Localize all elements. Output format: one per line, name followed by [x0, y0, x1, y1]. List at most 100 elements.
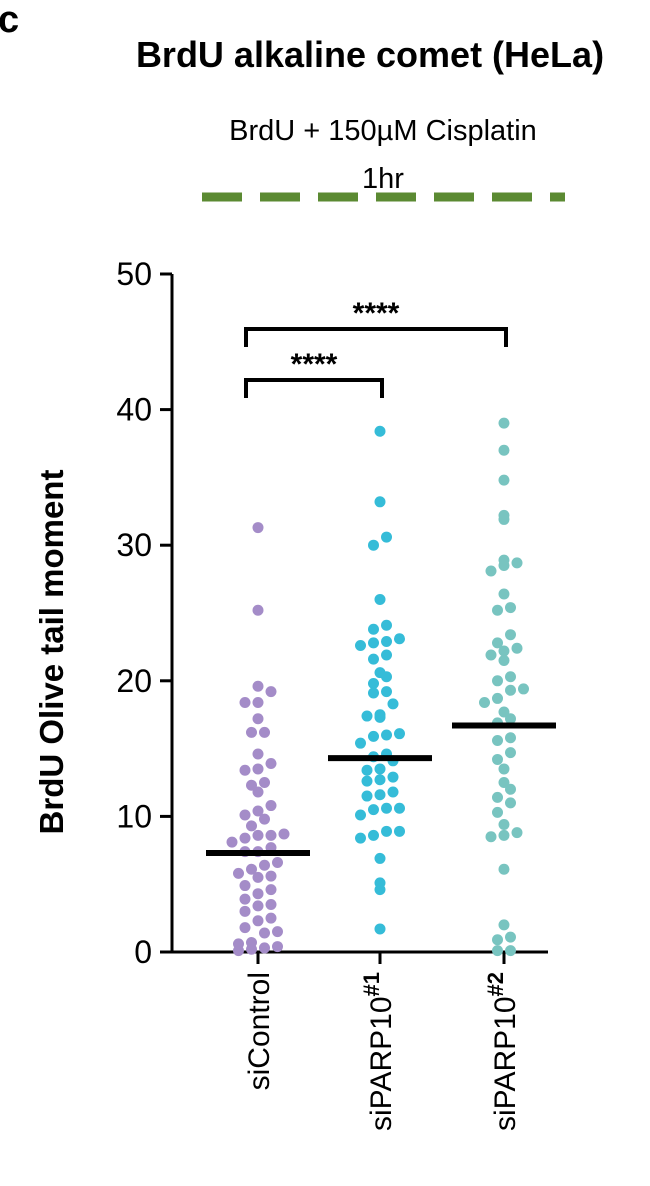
significance-bracket — [244, 378, 384, 398]
data-point — [259, 942, 270, 954]
data-point — [485, 649, 497, 661]
x-axis-labels: siControl siPARP10#1 siPARP10#2 — [243, 972, 522, 1131]
data-point — [368, 653, 379, 665]
data-point — [239, 809, 251, 821]
data-point — [368, 539, 379, 551]
data-point — [505, 671, 516, 683]
data-point — [239, 832, 251, 844]
data-point — [505, 945, 516, 957]
data-point — [361, 710, 373, 722]
data-point — [259, 859, 270, 871]
data-point — [259, 813, 270, 825]
data-point — [492, 945, 503, 957]
data-point — [498, 654, 510, 666]
data-point — [278, 828, 290, 840]
data-point — [505, 602, 516, 614]
data-point — [492, 734, 503, 746]
significance-label: **** — [353, 297, 400, 330]
data-point — [492, 675, 503, 687]
data-point — [246, 937, 257, 949]
data-point — [381, 649, 392, 661]
data-point — [265, 884, 277, 896]
data-point — [394, 802, 405, 814]
data-point — [252, 786, 264, 798]
data-point — [239, 880, 251, 892]
data-point — [492, 791, 503, 803]
data-point — [381, 619, 392, 631]
data-point — [239, 696, 251, 708]
data-point — [368, 623, 379, 635]
data-point — [381, 729, 392, 741]
data-point — [498, 706, 510, 718]
data-point — [374, 923, 386, 935]
significance-bracket — [244, 327, 508, 347]
data-point — [374, 496, 386, 508]
data-point — [374, 789, 386, 801]
data-point — [265, 686, 277, 698]
data-point — [498, 777, 510, 788]
data-point — [505, 713, 516, 725]
data-point — [505, 747, 516, 759]
data-point — [272, 857, 283, 869]
data-point — [265, 829, 277, 841]
data-point — [252, 763, 264, 775]
data-point — [361, 764, 373, 776]
data-point — [479, 696, 490, 708]
data-point — [498, 588, 510, 600]
data-point — [505, 783, 516, 795]
data-point — [374, 877, 386, 889]
significance-label: **** — [291, 348, 338, 381]
data-point — [265, 870, 277, 882]
data-point — [252, 888, 264, 900]
data-point — [498, 829, 510, 841]
y-axis-label: BrdU Olive tail moment — [33, 470, 70, 835]
data-point — [492, 692, 503, 704]
data-point — [505, 797, 516, 809]
data-point — [252, 805, 264, 817]
data-point — [252, 522, 264, 534]
data-point — [498, 645, 510, 657]
data-point — [498, 417, 510, 429]
data-point — [368, 730, 379, 742]
data-point — [272, 941, 283, 953]
data-point — [239, 764, 251, 776]
data-point — [252, 604, 264, 616]
x-category-label: siPARP10#2 — [483, 972, 522, 1131]
data-point — [374, 852, 386, 864]
data-point — [368, 829, 379, 841]
data-point — [246, 726, 257, 738]
data-point — [252, 713, 264, 725]
data-point — [374, 774, 386, 786]
data-point — [381, 531, 392, 543]
data-point — [374, 593, 386, 605]
data-point — [498, 444, 510, 456]
data-point — [361, 775, 373, 787]
data-point — [259, 927, 270, 939]
data-point — [511, 642, 523, 654]
data-point — [252, 680, 264, 692]
data-point — [265, 800, 277, 812]
data-point — [239, 922, 251, 934]
data-point — [355, 832, 366, 844]
data-point — [252, 829, 264, 841]
data-point — [368, 804, 379, 816]
data-point — [368, 678, 379, 690]
data-point — [511, 557, 523, 569]
y-tick-label: 20 — [116, 663, 152, 699]
data-point — [368, 637, 379, 649]
data-point — [265, 758, 277, 770]
data-point — [492, 637, 503, 649]
data-point — [381, 802, 392, 814]
data-point — [498, 863, 510, 875]
treatment-label: BrdU + 150µM Cisplatin — [229, 115, 537, 147]
data-point — [252, 748, 264, 760]
y-tick-label: 10 — [116, 798, 152, 834]
data-point — [387, 771, 399, 783]
x-category-label: siControl — [243, 972, 276, 1090]
data-point — [368, 687, 379, 699]
data-point — [272, 926, 283, 938]
data-point — [498, 819, 510, 831]
data-point — [505, 629, 516, 641]
data-point — [381, 686, 392, 698]
